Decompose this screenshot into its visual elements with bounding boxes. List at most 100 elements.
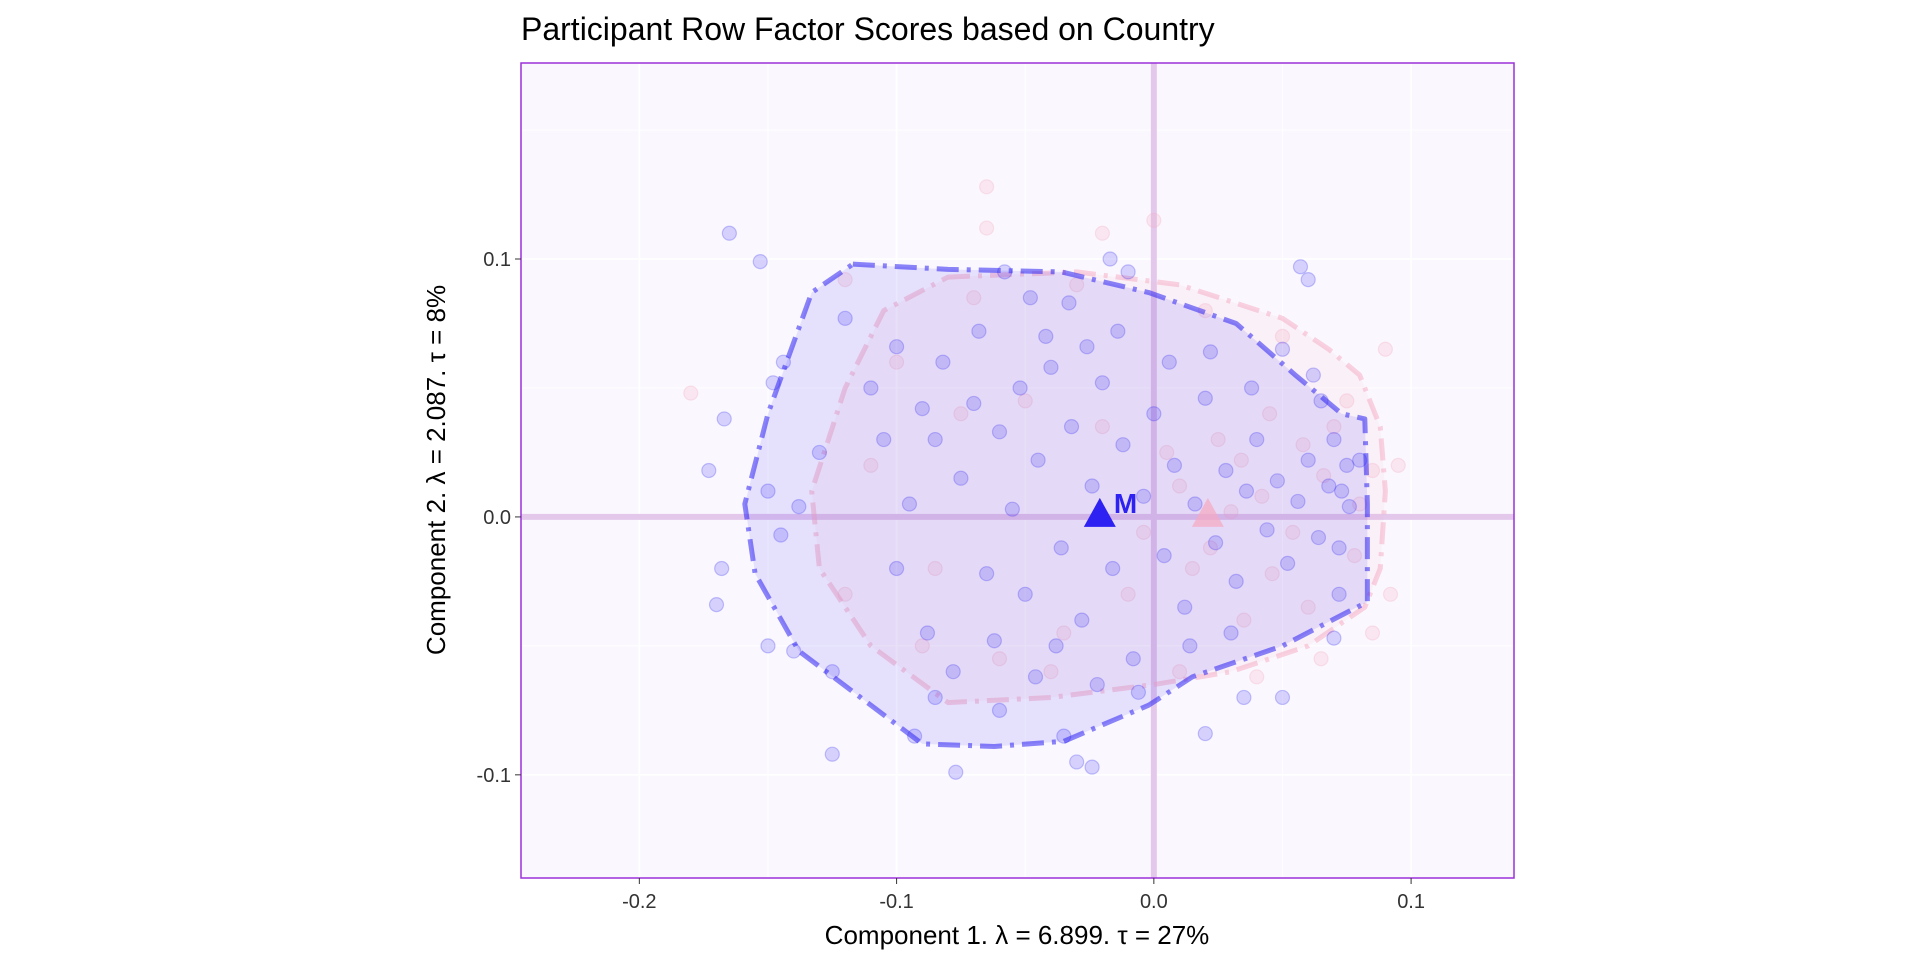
data-point bbox=[1156, 548, 1172, 564]
data-point bbox=[1161, 354, 1177, 370]
data-point bbox=[1094, 375, 1110, 391]
data-point bbox=[837, 586, 853, 602]
data-point bbox=[683, 385, 699, 401]
group-blue bbox=[701, 225, 1370, 780]
data-point bbox=[927, 431, 943, 448]
data-point bbox=[1022, 290, 1038, 306]
data-point bbox=[714, 560, 730, 577]
y-axis-label: Component 2. λ = 2.087. τ = 8% bbox=[421, 285, 451, 655]
data-point bbox=[1084, 759, 1100, 775]
data-point bbox=[1202, 344, 1219, 360]
data-point bbox=[1053, 540, 1069, 556]
data-point bbox=[1236, 689, 1252, 706]
data-point bbox=[1346, 548, 1363, 564]
data-point bbox=[1120, 264, 1136, 280]
panel-border bbox=[520, 62, 1515, 879]
data-point bbox=[1197, 725, 1213, 742]
data-point bbox=[1233, 452, 1249, 468]
data-point bbox=[1063, 419, 1080, 435]
data-point bbox=[863, 457, 879, 473]
data-point bbox=[1177, 599, 1193, 615]
chart-title: Participant Row Factor Scores based on C… bbox=[521, 11, 1215, 47]
data-point bbox=[1331, 540, 1347, 556]
data-point bbox=[760, 638, 776, 654]
data-point bbox=[1056, 625, 1072, 641]
data-point bbox=[1056, 728, 1072, 744]
data-point bbox=[1089, 676, 1105, 693]
data-point bbox=[1334, 483, 1350, 499]
y-axis-ticks: -0.1 0.0 0.1 bbox=[477, 249, 521, 787]
data-point bbox=[901, 496, 918, 512]
data-point bbox=[1326, 419, 1342, 435]
centroid-marker bbox=[1083, 497, 1116, 527]
data-point bbox=[1159, 444, 1175, 461]
data-point bbox=[1210, 431, 1226, 448]
data-point bbox=[837, 310, 853, 326]
data-point bbox=[1300, 272, 1316, 288]
data-point bbox=[1310, 529, 1327, 546]
data-point bbox=[1069, 754, 1085, 770]
data-point bbox=[1079, 339, 1095, 355]
data-point bbox=[1326, 431, 1342, 448]
x-axis-ticks: -0.2 -0.1 0.0 0.1 bbox=[622, 878, 1425, 913]
data-point bbox=[1339, 457, 1355, 473]
x-tick-label: 0.1 bbox=[1397, 891, 1425, 913]
data-point bbox=[986, 633, 1002, 649]
data-point bbox=[791, 499, 807, 515]
x-tick-label: 0.0 bbox=[1140, 891, 1168, 913]
data-point bbox=[927, 560, 943, 577]
data-point bbox=[1390, 457, 1406, 473]
data-point bbox=[1017, 586, 1033, 602]
data-point bbox=[979, 220, 995, 236]
data-point bbox=[1012, 380, 1028, 396]
data-point bbox=[1197, 390, 1213, 406]
data-point bbox=[837, 272, 853, 288]
data-point bbox=[1295, 437, 1311, 453]
data-point bbox=[1171, 664, 1188, 680]
data-point bbox=[979, 566, 995, 582]
data-point bbox=[945, 664, 961, 680]
data-point bbox=[721, 225, 737, 241]
group-layers: M bbox=[683, 179, 1406, 780]
data-point bbox=[811, 444, 828, 461]
data-point bbox=[1094, 419, 1110, 435]
data-point bbox=[1331, 586, 1347, 602]
data-point bbox=[1218, 462, 1234, 479]
plot-panel bbox=[521, 63, 1514, 878]
data-point bbox=[966, 395, 982, 412]
data-point bbox=[1285, 524, 1301, 540]
convex-hull bbox=[742, 261, 1370, 749]
data-point bbox=[775, 354, 791, 370]
data-point bbox=[701, 462, 717, 479]
centroid-marker bbox=[1191, 497, 1224, 527]
y-tick-label: 0.0 bbox=[483, 507, 511, 529]
data-point bbox=[1249, 669, 1265, 685]
data-point bbox=[1187, 496, 1203, 512]
data-point bbox=[1364, 625, 1381, 641]
data-point bbox=[1184, 560, 1201, 577]
data-point bbox=[1313, 393, 1329, 409]
data-point bbox=[716, 411, 732, 427]
data-point bbox=[786, 643, 802, 659]
data-point bbox=[1110, 323, 1126, 339]
data-point bbox=[888, 560, 905, 577]
data-point bbox=[1171, 478, 1188, 494]
data-point bbox=[935, 354, 951, 370]
data-point bbox=[708, 597, 725, 613]
data-point bbox=[1135, 524, 1152, 540]
data-point bbox=[1269, 473, 1285, 489]
data-point bbox=[1292, 259, 1309, 275]
data-point bbox=[1223, 625, 1239, 641]
data-point bbox=[1084, 478, 1100, 494]
data-point bbox=[765, 375, 781, 391]
data-point bbox=[919, 625, 936, 641]
data-point bbox=[906, 728, 923, 744]
data-point bbox=[863, 380, 879, 396]
data-point bbox=[1326, 630, 1342, 646]
data-point bbox=[1043, 664, 1059, 680]
x-tick-label: -0.2 bbox=[622, 891, 656, 913]
data-point bbox=[914, 401, 930, 417]
data-point bbox=[1182, 638, 1198, 654]
data-point bbox=[1262, 406, 1278, 422]
